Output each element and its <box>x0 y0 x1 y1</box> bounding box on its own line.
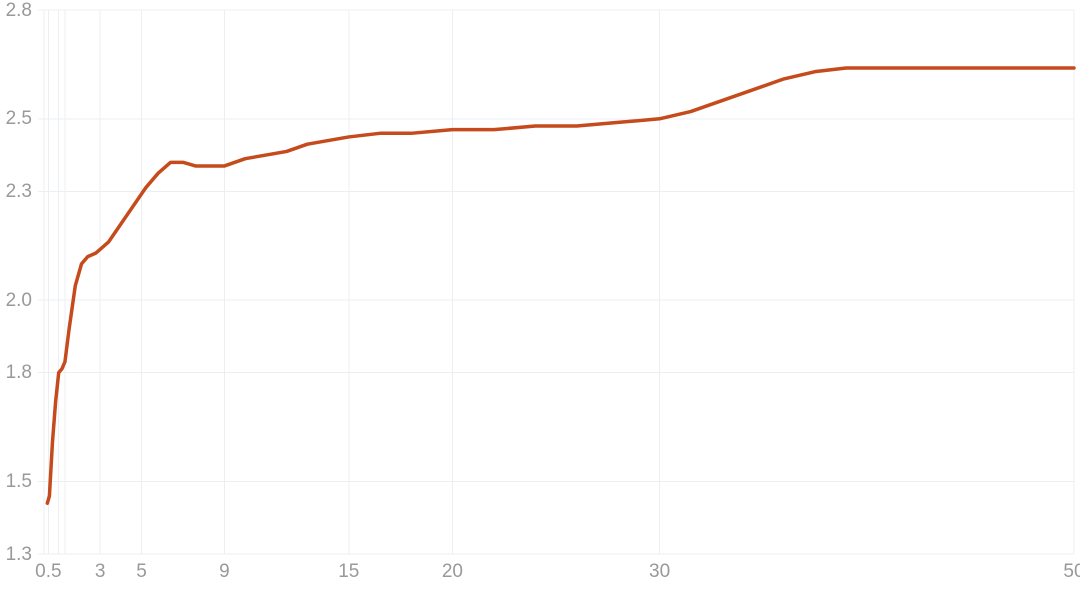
x-tick-label: 30 <box>649 562 670 581</box>
y-tick-label: 2.5 <box>0 109 32 128</box>
x-tick-label: 9 <box>219 562 230 581</box>
y-tick-label: 2.8 <box>0 1 32 20</box>
chart-plot-area <box>0 0 1080 594</box>
y-tick-label: 1.3 <box>0 545 32 564</box>
x-tick-label: 50 <box>1063 562 1080 581</box>
y-tick-label: 2.0 <box>0 291 32 310</box>
y-tick-label: 2.3 <box>0 182 32 201</box>
x-tick-label: 20 <box>442 562 463 581</box>
line-chart: 1.3 1.5 1.8 2.0 2.3 2.5 2.8 0.5 3 5 9 15 20 30 50 <box>0 0 1080 594</box>
x-tick-label: 15 <box>338 562 359 581</box>
y-tick-label: 1.8 <box>0 363 32 382</box>
y-tick-label: 1.5 <box>0 472 32 491</box>
x-tick-label: 0.5 <box>35 562 61 581</box>
x-tick-label: 3 <box>95 562 106 581</box>
x-tick-label: 5 <box>136 562 147 581</box>
